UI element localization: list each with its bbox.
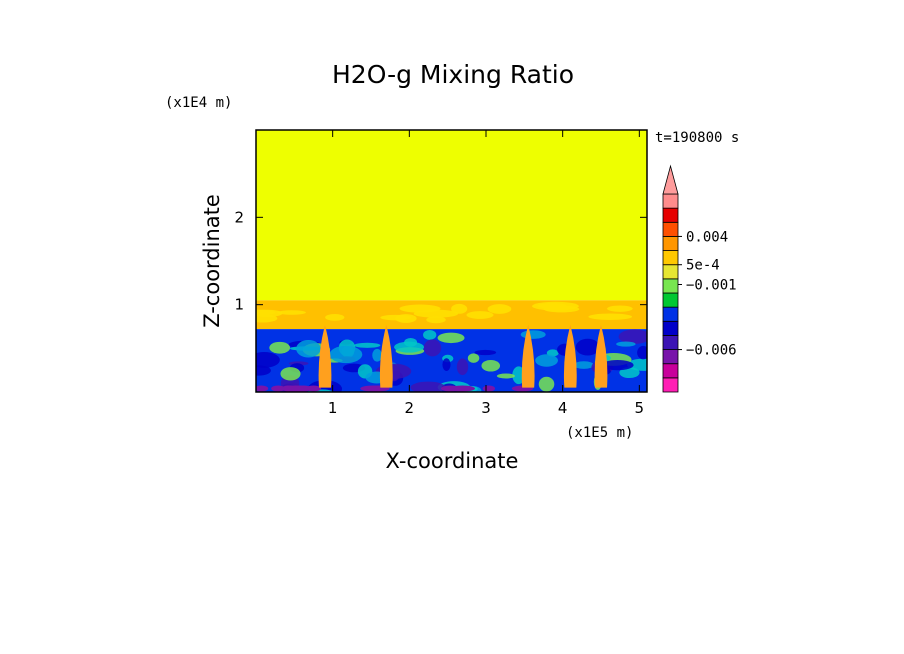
x-tick-label-3: 4 <box>558 399 568 417</box>
lower-layer-texture <box>256 324 647 392</box>
plume-4 <box>594 324 608 388</box>
field-layer-0 <box>256 130 647 301</box>
x-axis-label: X-coordinate <box>386 449 519 473</box>
y-axis-label: Z-coordinate <box>200 194 224 328</box>
colorbar-label-0: 0.004 <box>686 229 728 245</box>
y-tick-label-1: 2 <box>234 208 244 226</box>
boundary-texture <box>256 301 633 324</box>
plume-3 <box>563 324 577 388</box>
colorbar-swatch-5 <box>662 306 679 322</box>
colorbar-swatch-6 <box>662 292 679 308</box>
y-axis: 12 <box>234 208 647 314</box>
colorbar-swatch-8 <box>662 264 679 280</box>
colorbar-swatch-13 <box>662 193 679 209</box>
colorbar-swatch-4 <box>662 320 679 336</box>
colorbar-label-2: −0.001 <box>686 278 737 294</box>
colorbar-label-3: −0.006 <box>686 343 737 359</box>
colorbar-swatch-0 <box>662 377 679 393</box>
plume-0 <box>318 324 332 388</box>
plot-frame <box>255 129 648 393</box>
colorbar-swatch-1 <box>662 363 679 379</box>
colorbar-label-1: 5e-4 <box>686 258 720 274</box>
x-axis: 1 2 3 4 5 <box>328 130 644 417</box>
x-tick-label-1: 2 <box>405 399 415 417</box>
plume-1 <box>379 324 393 388</box>
colorbar-swatch-3 <box>662 335 679 350</box>
x-tick-label-4: 5 <box>635 399 645 417</box>
x-tick-label-2: 3 <box>481 399 491 417</box>
x-tick-label-0: 1 <box>328 399 338 417</box>
y-tick-label-0: 1 <box>234 296 244 314</box>
plume-2 <box>521 324 535 388</box>
y-scale-label: (x1E4 m) <box>165 95 232 111</box>
colorbar-swatch-7 <box>662 278 679 294</box>
colorbar-swatch-11 <box>662 221 679 237</box>
colorbar-swatch-2 <box>662 349 679 365</box>
plot-area <box>256 130 647 392</box>
colorbar-swatch-9 <box>662 250 679 266</box>
colorbar-swatch-10 <box>662 236 679 251</box>
chart-title: H2O-g Mixing Ratio <box>332 60 574 89</box>
colorbar-extend-arrow <box>662 164 679 195</box>
time-label: t=190800 s <box>655 130 739 146</box>
x-scale-label: (x1E5 m) <box>566 425 633 441</box>
colorbar: 0.004 5e-4 −0.001 −0.006 <box>662 164 737 393</box>
colorbar-swatch-12 <box>662 207 679 223</box>
